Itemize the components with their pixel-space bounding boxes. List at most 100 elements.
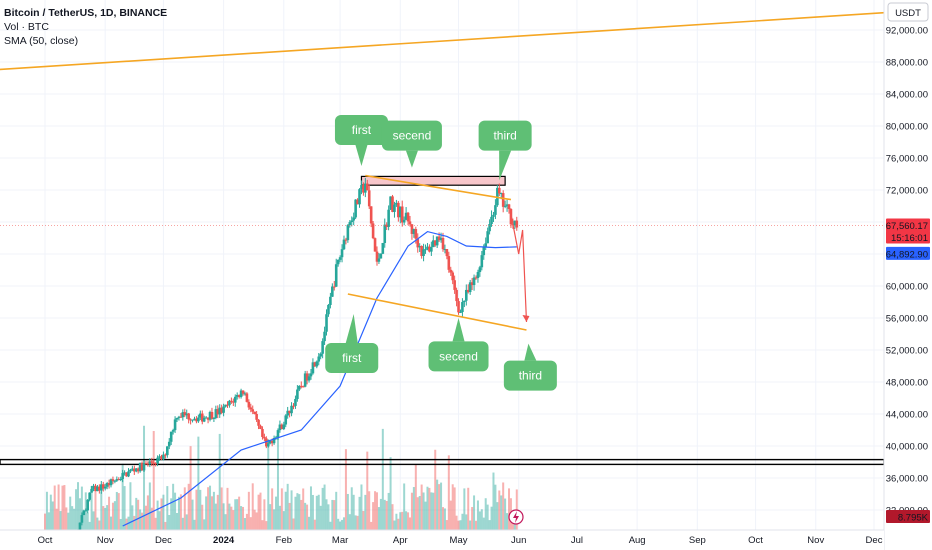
candle-body bbox=[235, 394, 239, 397]
volume-bar bbox=[131, 505, 134, 530]
volume-bar bbox=[372, 502, 375, 530]
candle-body bbox=[476, 272, 480, 279]
volume-bar bbox=[255, 512, 258, 530]
callout: third bbox=[503, 343, 557, 391]
callout-label: third bbox=[519, 369, 542, 383]
candle-body bbox=[503, 205, 507, 207]
volume-bar bbox=[455, 515, 458, 530]
x-tick-label: Feb bbox=[276, 535, 292, 546]
volume-bar bbox=[187, 483, 190, 530]
volume-legend[interactable]: Vol · BTC bbox=[4, 21, 49, 33]
lightning-icon[interactable] bbox=[508, 509, 524, 525]
volume-bar bbox=[387, 492, 390, 530]
volume-bar bbox=[119, 518, 122, 530]
volume-bar bbox=[162, 494, 165, 530]
volume-bar bbox=[286, 483, 289, 530]
candle-body bbox=[103, 486, 107, 489]
candle-body bbox=[515, 220, 519, 228]
candle-body bbox=[144, 463, 148, 465]
y-tick-label: 36,000.00 bbox=[886, 474, 928, 485]
candle-body bbox=[276, 430, 280, 438]
volume-bar bbox=[284, 491, 287, 530]
volume-bar bbox=[506, 513, 509, 530]
volume-bar bbox=[236, 499, 239, 530]
candle-body bbox=[395, 202, 398, 205]
volume-bar bbox=[383, 499, 386, 530]
symbol-title[interactable]: Bitcoin / TetherUS, 1D, BINANCE bbox=[4, 7, 168, 19]
candle-body bbox=[214, 409, 218, 418]
x-tick-label: Jul bbox=[571, 535, 583, 546]
candle-body bbox=[166, 446, 169, 456]
candle-body bbox=[169, 431, 173, 442]
candle-body bbox=[397, 202, 400, 218]
candle-body bbox=[332, 286, 336, 288]
volume-bar bbox=[337, 518, 340, 530]
candle-body bbox=[402, 219, 406, 223]
volume-bar bbox=[420, 484, 423, 530]
candle-body bbox=[226, 404, 229, 406]
candle-body bbox=[233, 396, 237, 403]
volume-bar bbox=[117, 493, 120, 530]
volume-bar bbox=[80, 486, 83, 530]
candle-body bbox=[191, 419, 194, 421]
sma-legend[interactable]: SMA (50, close) bbox=[4, 35, 79, 47]
candle-body bbox=[189, 419, 192, 421]
candle-body bbox=[92, 485, 95, 489]
volume-bar bbox=[111, 502, 114, 530]
volume-bar bbox=[356, 515, 359, 530]
candle-body bbox=[105, 483, 109, 487]
y-tick-label: 72,000.00 bbox=[886, 186, 928, 197]
volume-bar bbox=[135, 497, 138, 530]
candle-body bbox=[265, 438, 268, 447]
candle-body bbox=[280, 424, 284, 430]
volume-bar bbox=[424, 501, 427, 530]
candle-body bbox=[362, 185, 365, 193]
volume-bar bbox=[352, 494, 355, 530]
candle-body bbox=[150, 461, 154, 463]
candle-body bbox=[325, 314, 328, 332]
callout-pointer bbox=[524, 343, 537, 361]
candle-body bbox=[187, 413, 190, 420]
candle-body bbox=[420, 245, 423, 257]
callout-box bbox=[503, 360, 557, 391]
volume-bar bbox=[106, 505, 109, 530]
y-tick-label: 56,000.00 bbox=[886, 314, 928, 325]
grid bbox=[0, 0, 884, 530]
candle-body bbox=[247, 401, 251, 408]
volume-bar bbox=[350, 487, 353, 530]
volume-bar bbox=[508, 488, 511, 530]
candle-body bbox=[288, 410, 291, 414]
candle-body bbox=[400, 206, 404, 223]
volume-bar bbox=[416, 497, 419, 530]
candle-body bbox=[148, 461, 152, 465]
lower-trendline bbox=[347, 293, 527, 331]
candle-body bbox=[387, 209, 390, 227]
volume-bar bbox=[288, 502, 291, 530]
volume-badge: 8.795K bbox=[886, 510, 930, 524]
volume-bar bbox=[261, 520, 264, 530]
volume-bar bbox=[193, 519, 196, 530]
candle-body bbox=[266, 443, 270, 447]
candle-body bbox=[259, 425, 262, 429]
volume-bar bbox=[249, 517, 252, 530]
candle-body bbox=[232, 401, 235, 403]
y-tick-label: 76,000.00 bbox=[886, 154, 928, 165]
candle-body bbox=[472, 277, 476, 286]
volume-bar bbox=[141, 512, 144, 530]
volume-bar bbox=[467, 487, 470, 530]
volume-bar bbox=[146, 495, 149, 530]
currency-label[interactable]: USDT bbox=[895, 8, 921, 19]
volume-bar bbox=[226, 487, 229, 530]
candle-body bbox=[284, 415, 288, 425]
volume-bar bbox=[300, 499, 303, 530]
volume-bar bbox=[100, 491, 103, 530]
volume-bar bbox=[123, 486, 126, 530]
volume-bar bbox=[92, 511, 95, 530]
sma-badge-label: 64,892.90 bbox=[886, 249, 928, 260]
sma-line bbox=[122, 230, 517, 527]
y-tick-label: 48,000.00 bbox=[886, 378, 928, 389]
volume-bar bbox=[247, 491, 250, 530]
candle-body bbox=[241, 390, 245, 394]
candle-body bbox=[513, 220, 517, 226]
